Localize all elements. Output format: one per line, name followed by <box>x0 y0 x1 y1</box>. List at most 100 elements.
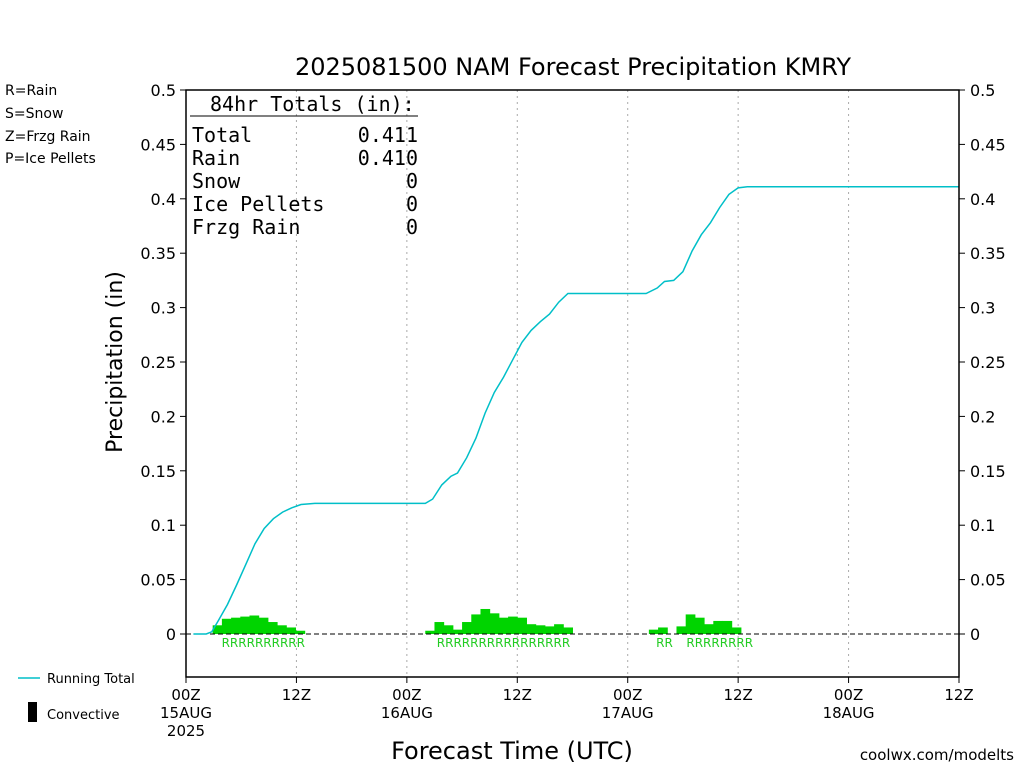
precip-bar <box>648 629 659 634</box>
precip-bar <box>489 613 500 634</box>
x-tick-label: 00Z 16AUG <box>381 686 433 722</box>
x-tick-label: 00Z 15AUG 2025 <box>160 686 212 740</box>
totals-ice-pellets-value: 0 <box>406 192 418 216</box>
totals-heading: 84hr Totals (in): <box>210 92 415 116</box>
x-tick-label: 12Z <box>944 686 973 704</box>
y-tick-label-right: 0.5 <box>970 81 995 100</box>
totals-frzg-rain-value: 0 <box>406 215 418 239</box>
legend-snow: S=Snow <box>5 106 63 122</box>
chart-title: 2025081500 NAM Forecast Precipitation KM… <box>295 53 851 81</box>
precip-type-label: RR <box>656 636 673 650</box>
precip-bar <box>434 622 445 634</box>
y-tick-label-right: 0.4 <box>970 190 995 209</box>
precip-type-legend: R=Rain S=Snow Z=Frzg Rain P=Ice Pellets <box>5 83 96 167</box>
x-tick-label: 00Z 18AUG <box>823 686 875 722</box>
y-tick-label-left: 0.15 <box>140 462 176 481</box>
precip-bar <box>277 625 287 634</box>
x-tick-label: 12Z <box>282 686 311 704</box>
precip-bar <box>286 627 297 634</box>
totals-frzg-rain-label: Frzg Rain <box>192 215 300 239</box>
x-tick-label: 00Z 17AUG <box>602 686 654 722</box>
totals-total-label: Total <box>192 123 252 147</box>
precip-bar <box>249 615 260 634</box>
precip-type-labels: RRRRRRRRRR RRRRRRRRRRRRRRRR RR RRRRRRRR <box>222 636 753 650</box>
gridlines <box>295 90 850 677</box>
legend-ice-pellets: P=Ice Pellets <box>5 151 96 167</box>
y-tick-label-right: 0.3 <box>970 299 995 318</box>
precip-bar <box>658 627 668 634</box>
precip-bar <box>526 624 537 634</box>
x-axis-label: Forecast Time (UTC) <box>391 737 633 765</box>
totals-rain-value: 0.410 <box>358 146 418 170</box>
precip-type-label: RRRRRRRRRR <box>222 636 305 650</box>
precip-bar <box>554 624 564 634</box>
precip-type-label: RRRRRRRR <box>686 636 753 650</box>
y-tick-label-left: 0.25 <box>140 353 176 372</box>
totals-snow-label: Snow <box>192 169 241 193</box>
y-tick-label-right: 0.45 <box>970 135 1006 154</box>
precip-bar <box>212 625 223 634</box>
totals-box: 84hr Totals (in): Total 0.411 Rain 0.410… <box>190 92 418 239</box>
y-tick-label-left: 0.2 <box>151 407 176 426</box>
totals-snow-value: 0 <box>406 169 418 193</box>
running-total-line <box>193 186 959 635</box>
y-tick-label-left: 0.35 <box>140 244 176 263</box>
y-tick-label-right: 0 <box>970 625 980 644</box>
precip-bar <box>713 620 723 634</box>
precip-bar <box>221 618 232 634</box>
precip-bar <box>231 617 241 634</box>
y-tick-label-left: 0.5 <box>151 81 176 100</box>
precip-bar <box>544 626 555 634</box>
precip-bar <box>535 625 546 634</box>
precip-bar <box>295 630 306 634</box>
y-tick-label-left: 0.4 <box>151 190 176 209</box>
precip-bar <box>731 627 742 634</box>
precip-bar <box>267 622 278 634</box>
legend-frzg-rain: Z=Frzg Rain <box>5 129 91 145</box>
precip-bar <box>452 629 463 634</box>
precip-bar <box>685 614 696 634</box>
totals-total-value: 0.411 <box>358 123 418 147</box>
precip-bars <box>212 608 742 634</box>
y-tick-label-left: 0 <box>166 625 176 644</box>
precip-bar <box>508 616 518 634</box>
y-tick-label-left: 0.45 <box>140 135 176 154</box>
y-axis-label: Precipitation (in) <box>103 271 128 453</box>
y-tick-label-left: 0.3 <box>151 299 176 318</box>
precip-type-label: RRRRRRRRRRRRRRRR <box>437 636 570 650</box>
precip-bar <box>471 614 481 634</box>
credit-text: coolwx.com/modelts <box>860 746 1014 764</box>
precip-bar <box>480 608 491 634</box>
precip-bar <box>722 620 733 634</box>
precip-bar <box>240 616 250 634</box>
precip-bar <box>676 626 687 634</box>
precip-bar <box>462 622 472 634</box>
plot-frame <box>185 89 960 678</box>
convective-legend-swatch <box>28 702 37 722</box>
y-tick-label-right: 0.05 <box>970 571 1006 590</box>
y-tick-label-right: 0.35 <box>970 244 1006 263</box>
x-tick-label: 12Z <box>723 686 752 704</box>
x-ticks: 00Z 15AUG 2025 12Z 00Z 16AUG 12Z 00Z 17AUG 12Z 00Z… <box>160 677 974 740</box>
y-tick-label-right: 0.2 <box>970 407 995 426</box>
x-tick-label: 12Z <box>503 686 532 704</box>
precip-bar <box>694 617 705 634</box>
y-tick-label-left: 0.05 <box>140 571 176 590</box>
precip-bar <box>258 617 269 634</box>
precip-bar <box>498 617 509 634</box>
y-tick-label-right: 0.15 <box>970 462 1006 481</box>
totals-ice-pellets-label: Ice Pellets <box>192 192 324 216</box>
y-tick-label-right: 0.25 <box>970 353 1006 372</box>
precip-bar <box>425 630 435 634</box>
legend-rain: R=Rain <box>5 83 57 99</box>
y-tick-label-right: 0.1 <box>970 516 995 535</box>
totals-rain-label: Rain <box>192 146 240 170</box>
convective-legend-label: Convective <box>47 708 120 723</box>
y-tick-label-left: 0.1 <box>151 516 176 535</box>
series-legend: Running Total Convective <box>18 672 135 723</box>
y-ticks: 0 00.05 0.050.1 0.10.15 0.150.2 0.20.25 0.250.… <box>140 81 1005 644</box>
precip-bar <box>517 617 527 634</box>
precip-bar <box>563 627 573 634</box>
precip-bar <box>704 624 714 634</box>
